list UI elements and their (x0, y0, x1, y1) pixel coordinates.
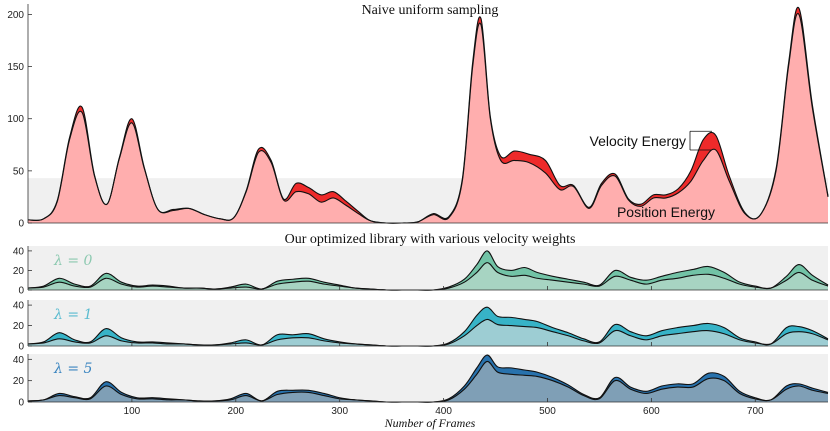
subplot-2-position-area (28, 361, 828, 403)
subplot-2-total-line (27, 354, 829, 403)
top-y-tick-label: 50 (13, 166, 25, 177)
subplot-0-total-line (27, 250, 829, 291)
subplot-2-y-tick-label: 0 (18, 398, 24, 409)
bottom-section-title: Our optimized library with various veloc… (285, 232, 576, 247)
subplot-0-y-tick-label: 20 (13, 266, 25, 277)
subplot-0-y-tick-label: 40 (13, 246, 25, 257)
x-axis-label: Number of Frames (384, 416, 476, 430)
x-tick-label: 700 (747, 406, 764, 417)
subplot-1-total-line (27, 306, 829, 347)
top-total-line (27, 6, 829, 224)
subplot-1-position-area (28, 319, 828, 347)
subplot-0-lambda-label: λ = 0 (53, 253, 93, 269)
subplot-2-y-tick-label: 20 (13, 376, 25, 387)
top-y-tick-label: 0 (18, 219, 24, 230)
bottom-plots: 0 20 40 λ = 0 0 20 40 λ = 1 0 20 40 λ = 5 100 200 300 4… (13, 246, 829, 417)
subplot-2-lambda-label: λ = 5 (53, 361, 93, 377)
subplot-1-y-tick-label: 20 (13, 321, 25, 332)
x-tick-label: 100 (124, 406, 141, 417)
subplot-1-y-tick-label: 40 (13, 301, 25, 312)
top-chart-title: Naive uniform sampling (362, 3, 499, 18)
subplot-1-lambda-label: λ = 1 (53, 307, 92, 323)
top-y-tick-label: 150 (7, 62, 24, 73)
subplot-0-position-area (28, 262, 828, 291)
subplot-2: 0 20 40 λ = 5 (13, 354, 829, 409)
x-tick-label: 300 (331, 406, 348, 417)
top-y-tick-label: 200 (7, 10, 24, 21)
subplot-1-y-tick-label: 0 (18, 342, 24, 353)
velocity-energy-annotation: Velocity Energy (590, 133, 687, 149)
x-tick-label: 400 (435, 406, 452, 417)
subplot-2-y-tick-label: 40 (13, 355, 25, 366)
position-energy-annotation: Position Energy (617, 204, 715, 220)
x-tick-label: 200 (227, 406, 244, 417)
x-tick-label: 600 (643, 406, 660, 417)
top-y-tick-label: 100 (7, 114, 24, 125)
subplot-0: 0 20 40 λ = 0 (13, 246, 829, 297)
top-plot: 0 50 100 150 200 Velocity Energy Position Ener… (7, 4, 829, 230)
x-tick-label: 500 (539, 406, 556, 417)
subplot-1: 0 20 40 λ = 1 (13, 300, 829, 353)
subplot-0-y-tick-label: 0 (18, 286, 24, 297)
